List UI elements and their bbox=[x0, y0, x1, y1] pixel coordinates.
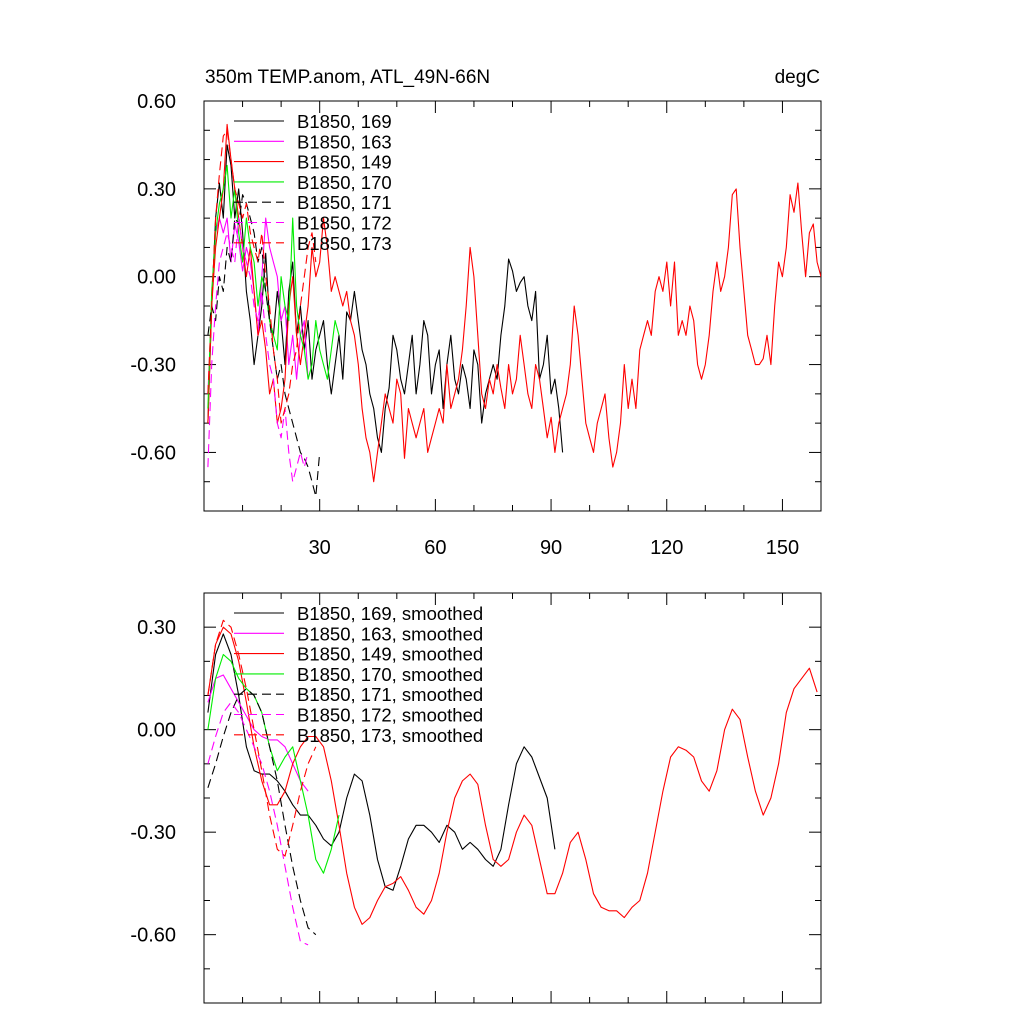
y-tick-label: -0.30 bbox=[130, 822, 176, 844]
series-line-b1850-163-smoothed bbox=[207, 674, 309, 792]
legend-label-b1850-170: B1850, 170 bbox=[297, 172, 392, 193]
legend-label-b1850-170-smoothed: B1850, 170, smoothed bbox=[297, 664, 483, 685]
y-tick-label: 0.60 bbox=[137, 91, 176, 113]
y-tick-label: 0.30 bbox=[137, 179, 176, 201]
legend-label-b1850-169: B1850, 169 bbox=[297, 111, 392, 132]
y-tick-label: 0.00 bbox=[137, 720, 176, 742]
series-line-b1850-172-smoothed bbox=[207, 701, 309, 946]
series-line-b1850-171-smoothed bbox=[207, 688, 317, 936]
series-group bbox=[207, 123, 821, 497]
y-tick-label: -0.60 bbox=[130, 442, 176, 464]
y-tick-label: 0.00 bbox=[137, 267, 176, 289]
legend-label-b1850-163: B1850, 163 bbox=[297, 131, 392, 152]
legend-label-b1850-173: B1850, 173 bbox=[297, 233, 392, 254]
x-tick-label: 150 bbox=[766, 537, 799, 559]
x-tick-label: 120 bbox=[650, 537, 683, 559]
series-line-b1850-169 bbox=[207, 144, 564, 453]
legend-label-b1850-149-smoothed: B1850, 149, smoothed bbox=[297, 644, 483, 665]
legend-label-b1850-171-smoothed: B1850, 171, smoothed bbox=[297, 684, 483, 705]
legend-label-b1850-171: B1850, 171 bbox=[297, 192, 392, 213]
x-tick-label: 30 bbox=[309, 537, 331, 559]
series-line-b1850-149 bbox=[207, 123, 821, 483]
chart-units: degC bbox=[775, 67, 820, 88]
legend-label-b1850-169-smoothed: B1850, 169, smoothed bbox=[297, 603, 483, 624]
legend-label-b1850-173-smoothed: B1850, 173, smoothed bbox=[297, 725, 483, 746]
y-tick-label: -0.30 bbox=[130, 355, 176, 377]
top-chart-panel: 0.60 0.30 0.00 -0.30 -0.60 30 60 90 120 150 350m T… bbox=[130, 67, 822, 559]
chart-title: 350m TEMP.anom, ATL_49N-66N bbox=[205, 67, 490, 88]
legend-label-b1850-163-smoothed: B1850, 163, smoothed bbox=[297, 623, 483, 644]
x-tick-label: 90 bbox=[540, 537, 562, 559]
series-group bbox=[207, 619, 818, 946]
series-line-b1850-172 bbox=[207, 217, 309, 483]
series-line-b1850-169-smoothed bbox=[207, 633, 556, 891]
series-line-b1850-171 bbox=[207, 194, 321, 497]
y-tick-label: -0.60 bbox=[130, 925, 176, 947]
series-line-b1850-173-smoothed bbox=[207, 619, 317, 857]
x-tick-label: 60 bbox=[424, 537, 446, 559]
legend-label-b1850-172-smoothed: B1850, 172, smoothed bbox=[297, 705, 483, 726]
series-line-b1850-170-smoothed bbox=[207, 653, 340, 874]
y-tick-label: 0.30 bbox=[137, 617, 176, 639]
series-line-b1850-170 bbox=[207, 164, 340, 409]
legend-label-b1850-149: B1850, 149 bbox=[297, 152, 392, 173]
series-line-b1850-149-smoothed bbox=[207, 626, 818, 925]
legend-label-b1850-172: B1850, 172 bbox=[297, 213, 392, 234]
